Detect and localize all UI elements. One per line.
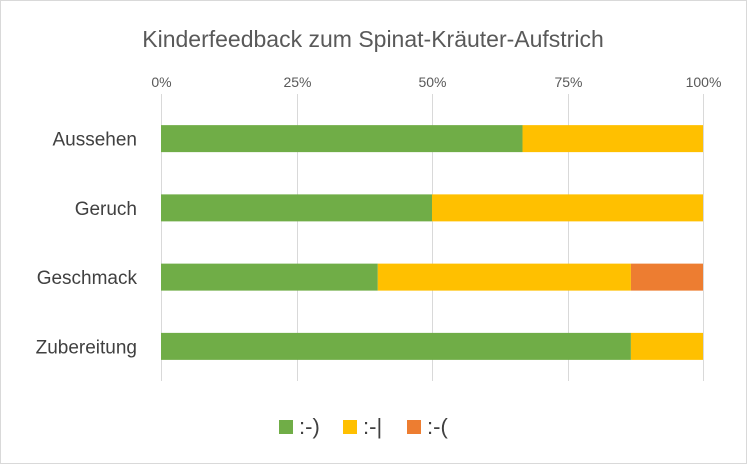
x-axis-ticks: 0% 25% 50% 75% 100% [151,74,721,90]
bar-segment-geschmack-0 [161,263,378,291]
category-label-zubereitung: Zubereitung [36,337,137,358]
category-label-geschmack: Geschmack [37,268,138,289]
x-tick-label: 75% [554,74,582,90]
x-tick-label: 25% [283,74,311,90]
legend-label-1: :-| [363,414,382,439]
bar-segment-geschmack-1 [377,263,631,291]
category-labels: Aussehen Geruch Geschmack Zubereitung [36,130,138,359]
legend-swatch-0 [279,420,293,434]
legend-label-2: :-( [427,414,448,439]
chart-title: Kinderfeedback zum Spinat-Kräuter-Aufstr… [142,26,604,52]
bar-segment-geruch-0 [161,194,432,222]
bar-segment-aussehen-1 [522,125,703,153]
category-label-geruch: Geruch [75,199,137,220]
legend-label-0: :-) [299,414,320,439]
x-tick-label: 50% [418,74,446,90]
legend: :-) :-| :-( [279,414,448,439]
bar-segment-zubereitung-0 [161,332,631,360]
category-label-aussehen: Aussehen [52,130,137,151]
x-tick-label: 0% [151,74,171,90]
bars [161,125,703,360]
bar-segment-aussehen-0 [161,125,523,153]
legend-swatch-1 [343,420,357,434]
legend-swatch-2 [407,420,421,434]
bar-segment-geschmack-2 [630,263,703,291]
bar-segment-zubereitung-1 [630,332,703,360]
x-tick-label: 100% [686,74,722,90]
bar-segment-geruch-1 [432,194,703,222]
